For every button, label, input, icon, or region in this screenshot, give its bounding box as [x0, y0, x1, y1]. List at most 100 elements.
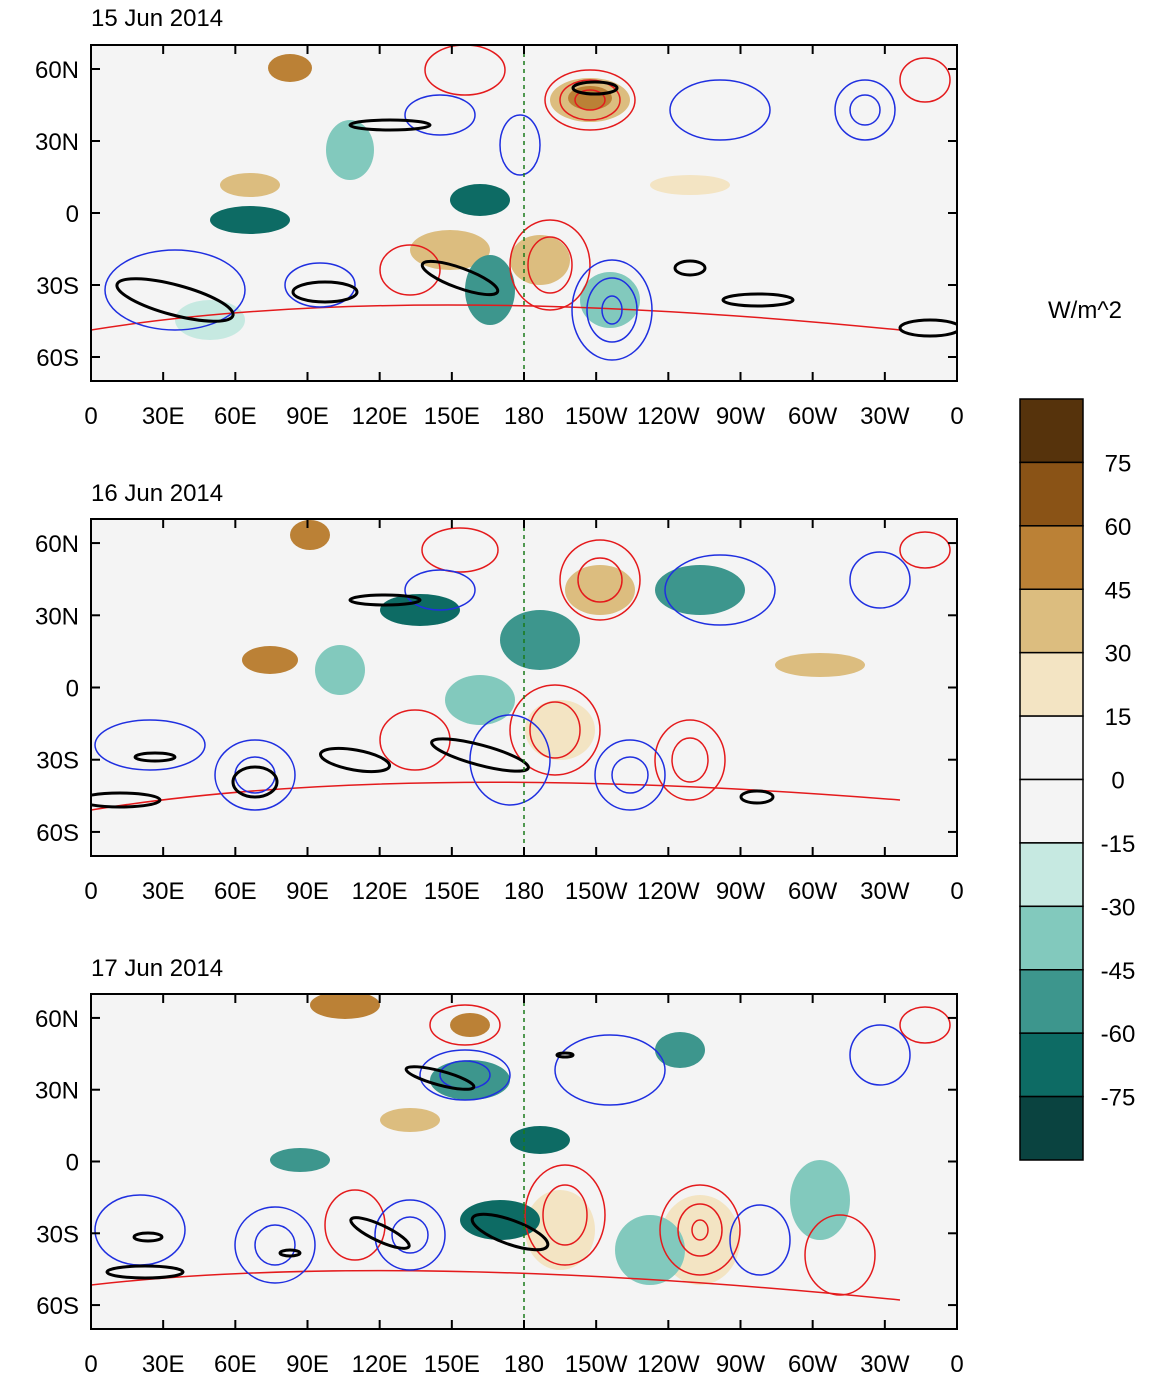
lon-tick-label: 60E: [214, 878, 257, 905]
positive-contour: [691, 1219, 709, 1241]
positive-contour: [899, 57, 951, 103]
olr-anomaly-negative: [380, 594, 460, 626]
lon-tick-label: 0: [84, 1351, 97, 1378]
negative-contour: [234, 1206, 316, 1284]
significance-contour: [348, 593, 422, 607]
colorbar-swatch: [1019, 905, 1084, 971]
colorbar-label: 30: [1105, 641, 1132, 668]
significance-contour: [105, 1264, 185, 1280]
lon-tick-label: 0: [84, 878, 97, 905]
lat-tick-label: 60N: [35, 1006, 79, 1033]
positive-contour: [671, 737, 709, 783]
lon-tick-label: 30W: [860, 403, 910, 430]
panel-2-axes: 0 30E 60E 90E 120E 150E 180 150W 120W 90W 60W 30W 0 6…: [35, 519, 964, 905]
lat-tick-label: 0: [66, 676, 79, 703]
negative-contour: [849, 551, 911, 609]
lat-tick-label: 0: [66, 1150, 79, 1177]
negative-contour: [669, 79, 771, 141]
colorbar-label: -45: [1101, 958, 1136, 985]
colorbar-swatch: [1019, 588, 1084, 654]
significance-contour: [115, 277, 235, 323]
lat-tick-label: 30S: [36, 748, 79, 775]
lon-tick-label: 150W: [565, 878, 628, 905]
lat-tick-label: 60S: [36, 820, 79, 847]
colorbar-label: 0: [1111, 768, 1124, 795]
olr-anomaly-negative: [210, 206, 290, 234]
colorbar-swatch: [1019, 398, 1084, 464]
lon-tick-label: 120W: [637, 403, 700, 430]
colorbar-label: 15: [1105, 704, 1132, 731]
olr-anomaly-negative: [430, 1060, 510, 1100]
lon-tick-label: 180: [504, 1351, 544, 1378]
significance-contour: [318, 746, 392, 774]
lon-tick-label: 60E: [214, 1351, 257, 1378]
positive-contour: [509, 684, 601, 776]
positive-contour: [424, 45, 506, 96]
colorbar-label: -30: [1101, 894, 1136, 921]
colorbar-swatch: [1019, 461, 1084, 527]
olr-anomaly-negative: [445, 675, 515, 725]
lon-tick-label: 30W: [860, 878, 910, 905]
lat-tick-label: 30N: [35, 129, 79, 156]
olr-anomaly-positive: [380, 1108, 440, 1132]
olr-anomaly-negative: [326, 120, 374, 180]
olr-anomaly-negative: [790, 1160, 850, 1240]
negative-contour: [419, 1049, 511, 1101]
colorbar-swatch: [1019, 651, 1084, 717]
significance-contour: [91, 791, 162, 809]
negative-contour: [104, 249, 246, 331]
negative-contour: [374, 1199, 446, 1271]
negative-contour: [391, 1216, 429, 1254]
lat-tick-label: 60S: [36, 1293, 79, 1320]
colorbar-label: -75: [1101, 1085, 1136, 1112]
significance-contour: [739, 789, 775, 805]
olr-anomaly-positive: [450, 1013, 490, 1037]
significance-contour: [571, 80, 619, 96]
olr-anomaly-positive: [220, 173, 280, 197]
lon-tick-label: 120E: [352, 878, 408, 905]
positive-contour: [659, 1184, 741, 1276]
colorbar-label: 45: [1105, 577, 1132, 604]
significance-contour: [555, 1051, 575, 1059]
significance-contour: [132, 1231, 164, 1243]
lon-tick-label: 60W: [788, 403, 838, 430]
significance-contour: [291, 280, 359, 304]
olr-anomaly-positive: [242, 646, 298, 674]
negative-contour: [94, 719, 206, 771]
colorbar: W/m^2 75 60 45 30 15 0 -15 -30 -45 -60 -75: [1019, 297, 1136, 1161]
panel-3-title: 17 Jun 2014: [91, 955, 223, 982]
lon-tick-label: 0: [950, 878, 963, 905]
positive-contour: [544, 69, 636, 131]
colorbar-label: -15: [1101, 831, 1136, 858]
lon-tick-label: 120E: [352, 403, 408, 430]
positive-contour: [509, 219, 591, 311]
positive-contour: [542, 1184, 588, 1246]
olr-anomaly-positive: [290, 520, 330, 550]
colorbar-label: 75: [1105, 450, 1132, 477]
colorbar-label: -60: [1101, 1021, 1136, 1048]
lon-tick-label: 150E: [424, 403, 480, 430]
positive-contour: [577, 557, 623, 603]
lon-tick-label: 0: [950, 403, 963, 430]
lon-tick-label: 90W: [716, 403, 766, 430]
lat-tick-label: 60N: [35, 57, 79, 84]
olr-anomaly-positive: [510, 235, 570, 285]
negative-contour: [571, 259, 653, 361]
negative-contour: [834, 79, 896, 141]
negative-contour: [214, 739, 296, 811]
negative-contour: [586, 277, 638, 343]
negative-contour: [664, 554, 776, 626]
lon-tick-label: 90W: [716, 878, 766, 905]
lon-tick-label: 150E: [424, 878, 480, 905]
olr-anomaly-positive: [525, 700, 595, 760]
panel-3-axes: 0 30E 60E 90E 120E 150E 180 150W 120W 90W 60W 30W 0 6…: [35, 994, 964, 1378]
significance-contour: [133, 751, 177, 763]
lon-tick-label: 180: [504, 878, 544, 905]
olr-anomaly-negative: [315, 645, 365, 695]
lon-tick-label: 150W: [565, 403, 628, 430]
lat-tick-label: 60N: [35, 531, 79, 558]
colorbar-swatch: [1019, 715, 1084, 781]
colorbar-units: W/m^2: [1048, 297, 1122, 324]
lon-tick-label: 120W: [637, 878, 700, 905]
positive-contour: [677, 1203, 723, 1257]
